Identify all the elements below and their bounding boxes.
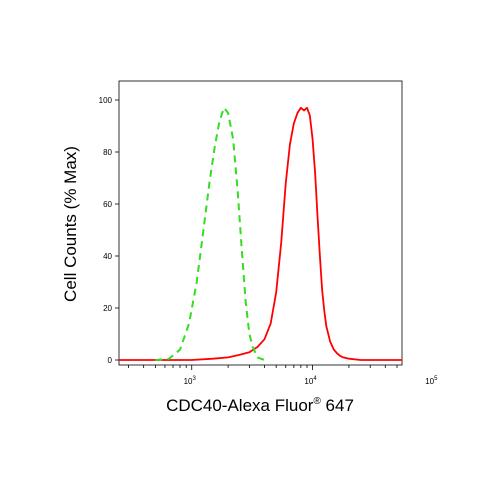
y-tick-label: 80 <box>103 148 112 157</box>
y-tick-label: 60 <box>103 200 112 209</box>
y-tick-label: 20 <box>103 304 112 313</box>
series-layer <box>119 106 402 361</box>
y-axis: 0 20 40 60 80 100 <box>99 96 119 365</box>
x-axis-title-suffix: 647 <box>321 396 354 415</box>
y-tick-label: 0 <box>108 356 113 365</box>
x-tick-label: 104 <box>304 376 317 386</box>
x-axis-title: CDC40-Alexa Fluor® 647 <box>166 396 354 415</box>
x-axis-title-registered-mark: ® <box>313 396 321 407</box>
x-tick-label: 103 <box>184 376 197 386</box>
y-axis-title: Cell Counts (% Max) <box>61 146 80 302</box>
green-dashed-histogram <box>155 106 265 361</box>
plot-frame <box>118 80 403 366</box>
y-tick-label: 40 <box>103 252 112 261</box>
x-tick-label: 105 <box>425 376 438 386</box>
y-tick-label: 100 <box>99 96 113 105</box>
x-axis: 103 104 105 <box>128 365 438 386</box>
x-axis-title-main: CDC40-Alexa Fluor <box>166 396 314 415</box>
red-solid-histogram <box>119 106 402 361</box>
